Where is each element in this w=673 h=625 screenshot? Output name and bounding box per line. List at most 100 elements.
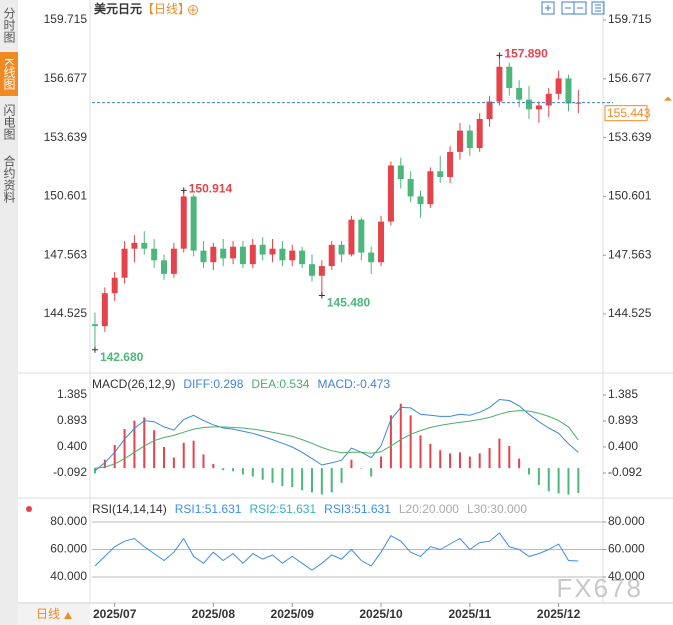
macd-bar xyxy=(547,468,550,492)
y-tick-label-right: 144.525 xyxy=(608,306,652,320)
candle-body xyxy=(190,196,197,251)
tab[interactable]: 合约资料 xyxy=(0,148,18,210)
period-arrow[interactable] xyxy=(64,612,72,619)
legend-item: L30:30.000 xyxy=(467,502,527,516)
watermark: FX678 xyxy=(556,573,643,603)
macd-bar xyxy=(232,468,235,472)
tab-active[interactable]: K线图 xyxy=(0,52,18,96)
extreme-label: 157.890 xyxy=(504,46,548,60)
macd-bar xyxy=(261,468,264,480)
candle-body xyxy=(308,264,315,276)
candle-body xyxy=(387,165,394,222)
candle-body xyxy=(348,219,355,255)
period-box[interactable] xyxy=(18,604,90,625)
candle-body xyxy=(239,246,246,265)
y-tick-label-right: 40.000 xyxy=(608,569,645,583)
candle-body xyxy=(279,248,286,261)
macd-bar xyxy=(468,456,471,469)
candle-body xyxy=(456,130,463,152)
x-tick-label: 2025/10 xyxy=(359,607,403,621)
candle-body xyxy=(200,250,207,263)
macd-bar xyxy=(557,468,560,494)
candle-body xyxy=(338,244,345,255)
extreme-marker xyxy=(180,187,187,194)
tab[interactable]: 分时图 xyxy=(0,0,18,50)
candle-body xyxy=(397,165,404,180)
period-button[interactable]: 日线 xyxy=(36,607,60,621)
macd-bar xyxy=(498,438,501,469)
last-price-label: 155.443 xyxy=(607,106,651,120)
tool-button[interactable] xyxy=(591,1,605,15)
candle-body xyxy=(210,246,217,263)
macd-bar xyxy=(330,468,333,493)
candle-body xyxy=(555,78,562,94)
tool-glyph xyxy=(545,4,601,12)
legend-item: RSI1:51.631 xyxy=(175,502,242,516)
candle-body xyxy=(299,250,306,265)
candle-body xyxy=(141,242,148,249)
macd-line xyxy=(94,398,579,472)
x-tick-label: 2025/11 xyxy=(448,607,491,621)
candle-body xyxy=(496,66,503,102)
macd-bar xyxy=(567,468,570,495)
y-tick-label: 144.525 xyxy=(44,306,88,320)
y-tick-label-right: 147.563 xyxy=(608,247,652,261)
candle-body xyxy=(161,260,168,274)
candle-body xyxy=(427,171,434,205)
legend-item: DEA:0.534 xyxy=(251,377,309,391)
y-tick-label: 159.715 xyxy=(44,12,88,26)
legend-item: MACD:-0.473 xyxy=(317,377,390,391)
settings-icon[interactable] xyxy=(26,506,32,512)
candle-body xyxy=(466,130,473,149)
macd-bar xyxy=(172,457,175,469)
candle-body xyxy=(328,244,335,267)
macd-bar xyxy=(113,444,116,469)
macd-bar xyxy=(439,450,442,469)
tool-button[interactable] xyxy=(541,1,555,15)
y-tick-label: 0.893 xyxy=(57,413,87,427)
tab[interactable]: 闪电图 xyxy=(0,98,18,146)
y-tick-label-right: 0.893 xyxy=(608,413,638,427)
y-tick-label: 1.385 xyxy=(57,387,87,401)
macd-bar xyxy=(528,468,531,475)
candle-body xyxy=(516,88,523,100)
legend-item: RSI(14,14,14) xyxy=(92,502,167,516)
macd-bar xyxy=(291,468,294,488)
macd-bar xyxy=(537,468,540,486)
macd-line xyxy=(94,410,579,469)
macd-bar xyxy=(380,456,383,469)
add-icon[interactable] xyxy=(190,7,196,13)
y-tick-label-right: 153.639 xyxy=(608,130,652,144)
macd-bar xyxy=(202,454,205,469)
macd-bar xyxy=(143,417,146,469)
y-tick-label: 40.000 xyxy=(50,569,87,583)
candle-body xyxy=(486,101,493,120)
candle-body xyxy=(230,246,237,259)
extreme-marker xyxy=(496,52,503,59)
y-tick-label-right: 1.385 xyxy=(608,387,638,401)
candle-body xyxy=(259,244,266,255)
macd-bar xyxy=(212,463,215,469)
add-icon[interactable] xyxy=(188,5,198,15)
y-tick-label: 153.639 xyxy=(44,130,88,144)
symbol-title: 美元日元 xyxy=(94,1,142,16)
last-price-box xyxy=(604,105,648,122)
macd-bar xyxy=(409,415,412,469)
candle-body xyxy=(506,66,513,89)
candle-body xyxy=(131,242,138,249)
candle-body xyxy=(358,219,365,253)
macd-bar xyxy=(518,458,521,469)
y-tick-label-right: 156.677 xyxy=(608,71,652,85)
tool-button[interactable] xyxy=(573,1,587,15)
macd-bar xyxy=(340,468,343,483)
y-tick-label: 150.601 xyxy=(44,189,88,203)
macd-bar xyxy=(222,468,225,471)
extreme-label: 145.480 xyxy=(327,296,371,310)
candle-body xyxy=(447,151,454,178)
candle-body xyxy=(526,99,533,110)
rsi-line xyxy=(94,532,579,571)
y-tick-label: 0.400 xyxy=(57,439,87,453)
y-tick-label: 156.677 xyxy=(44,71,88,85)
macd-bar xyxy=(429,443,432,469)
macd-bar xyxy=(360,468,363,469)
